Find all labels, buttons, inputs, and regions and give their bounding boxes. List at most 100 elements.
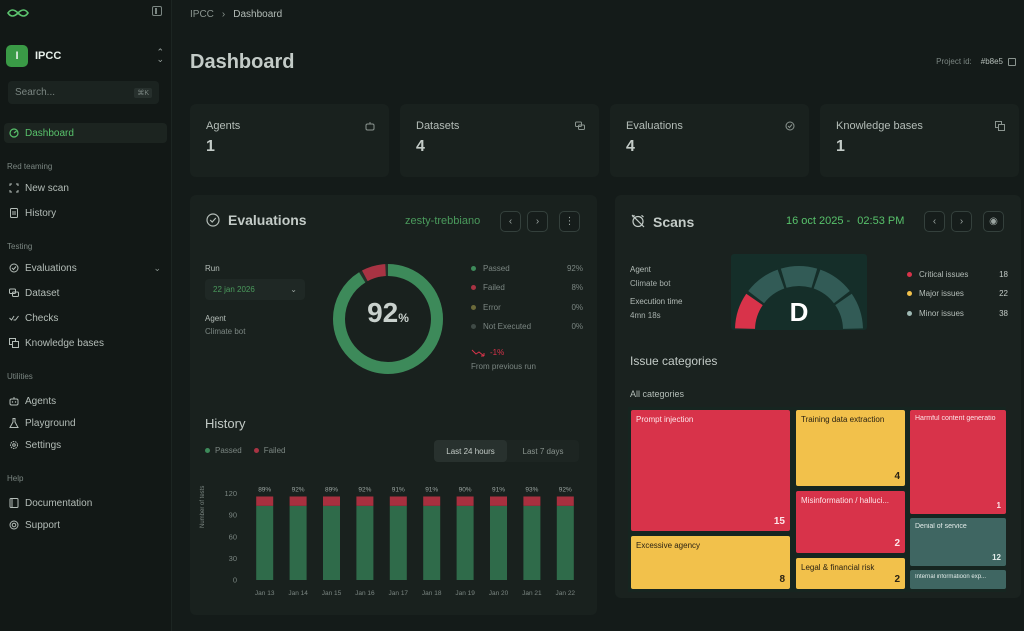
flask-icon (8, 418, 19, 429)
stat-card-evaluations[interactable]: Evaluations 4 (610, 104, 809, 177)
search-shortcut: ⌘K (134, 87, 152, 98)
sidebar-item-knowledge-bases[interactable]: Knowledge bases (4, 333, 167, 353)
bar-passed[interactable] (490, 505, 507, 580)
next-scan-button[interactable]: › (951, 211, 972, 232)
bar-passed[interactable] (523, 505, 541, 580)
stat-card-knowledge-bases[interactable]: Knowledge bases 1 (820, 104, 1019, 177)
sidebar-item-documentation[interactable]: Documentation (4, 493, 167, 513)
gauge-segment (835, 293, 863, 329)
bar-passed[interactable] (323, 505, 340, 580)
bar-failed[interactable] (490, 496, 507, 506)
tab-last-7-days[interactable]: Last 7 days (522, 446, 564, 456)
history-title: History (205, 416, 246, 431)
more-options-button[interactable]: ⋮ (559, 211, 580, 232)
stat-card-agents[interactable]: Agents 1 (190, 104, 389, 177)
treemap-cell-prompt-injection[interactable]: Prompt injection 15 (631, 410, 790, 531)
project-id: Project id: #b8e5 (936, 57, 1016, 66)
prev-scan-button[interactable]: ‹ (924, 211, 945, 232)
sidebar-item-checks[interactable]: Checks (4, 308, 167, 328)
bar-passed[interactable] (456, 505, 474, 580)
legend-label: Not Executed (483, 322, 532, 331)
treemap-cell-denial-of-service[interactable]: Denial of service 12 (910, 518, 1006, 566)
bar-failed[interactable] (323, 496, 340, 506)
bar-failed[interactable] (523, 496, 541, 506)
search-input[interactable] (15, 87, 125, 98)
chevron-down-icon: ⌄ (153, 262, 161, 273)
minor-issues: Minor issues 38 (907, 307, 1008, 319)
score-value: 92 (367, 297, 399, 328)
sidebar-collapse-icon[interactable] (152, 6, 162, 16)
passed-dot-icon (205, 448, 210, 453)
sidebar-item-agents[interactable]: Agents (4, 391, 167, 411)
treemap-cell-internal-information[interactable]: Internal informatioon exp... (910, 570, 1006, 589)
treemap-cell-misinformation[interactable]: Misinformation / halluci... 2 (796, 491, 905, 553)
scan-agent-label: Agent (630, 265, 651, 274)
minor-dot-icon (907, 310, 912, 316)
sidebar-item-settings[interactable]: Settings (4, 435, 167, 455)
treemap-label: Harmful content generatio (915, 415, 996, 422)
bar-passed[interactable] (356, 505, 374, 580)
major-issues: Major issues 22 (907, 288, 1008, 300)
issue-count: 22 (999, 289, 1008, 298)
section-testing: Testing (7, 242, 33, 251)
bar-passed[interactable] (256, 505, 274, 580)
sidebar-item-evaluations[interactable]: Evaluations ⌄ (4, 258, 167, 278)
chevron-right-icon: › (959, 216, 964, 227)
trend-down-icon (471, 349, 485, 356)
bar-passed[interactable] (289, 505, 307, 580)
bar-passed[interactable] (423, 505, 441, 580)
bar-failed[interactable] (456, 496, 474, 506)
issue-label: Minor issues (919, 308, 964, 318)
bar-passed[interactable] (389, 505, 407, 580)
legend-passed: Passed (215, 446, 242, 455)
run-name[interactable]: zesty-trebbiano (405, 215, 481, 227)
treemap-label: Training data extraction (801, 415, 885, 424)
breadcrumb-root[interactable]: IPCC (190, 9, 214, 20)
copy-icon (8, 338, 19, 349)
y-tick-label: 30 (229, 554, 237, 563)
scan-datetime[interactable]: 16 oct 2025 - 02:53 PM (786, 215, 904, 227)
sidebar-item-playground[interactable]: Playground (4, 413, 167, 433)
stat-value: 4 (626, 138, 635, 155)
treemap-label: Legal & financial risk (801, 563, 875, 572)
bar-passed[interactable] (556, 505, 574, 580)
search-box[interactable]: ⌘K (8, 81, 159, 104)
sidebar-item-label: Agents (25, 395, 57, 407)
tab-last-24-hours[interactable]: Last 24 hours (434, 440, 507, 462)
bar-failed[interactable] (356, 496, 374, 506)
all-categories-label[interactable]: All categories (630, 389, 685, 399)
sidebar-item-history[interactable]: History (4, 203, 167, 223)
sidebar-item-dataset[interactable]: Dataset (4, 283, 167, 303)
org-name: IPCC (35, 50, 62, 62)
org-switcher[interactable]: I IPCC ⌃ ⌄ (6, 44, 164, 68)
legend-value: 0% (571, 302, 583, 312)
treemap-cell-harmful-content[interactable]: Harmful content generatio 1 (910, 410, 1006, 514)
sidebar-item-dashboard[interactable]: Dashboard (4, 123, 167, 143)
bar-failed[interactable] (556, 496, 574, 506)
section-red-teaming: Red teaming (7, 162, 53, 171)
treemap-cell-legal-financial-risk[interactable]: Legal & financial risk 2 (796, 558, 905, 589)
stat-label: Datasets (416, 120, 460, 132)
bar-failed[interactable] (389, 496, 407, 506)
bar-failed[interactable] (289, 496, 307, 506)
run-date-select[interactable]: 22 jan 2026 ⌄ (205, 279, 305, 300)
view-scan-button[interactable]: ◉ (983, 211, 1004, 232)
treemap-cell-training-data-extraction[interactable]: Training data extraction 4 (796, 410, 905, 486)
stat-card-datasets[interactable]: Datasets 4 (400, 104, 599, 177)
sidebar-item-support[interactable]: Support (4, 515, 167, 535)
major-dot-icon (907, 291, 912, 296)
more-vertical-icon: ⋮ (564, 216, 575, 227)
x-tick-label: Jan 17 (389, 590, 409, 597)
bar-failed[interactable] (423, 496, 441, 506)
prev-run-button[interactable]: ‹ (500, 211, 521, 232)
treemap-cell-excessive-agency[interactable]: Excessive agency 8 (631, 536, 790, 589)
sidebar-item-new-scan[interactable]: New scan (4, 178, 167, 198)
issue-count: 18 (999, 269, 1008, 279)
bar-failed[interactable] (256, 496, 274, 506)
y-tick-label: 0 (233, 576, 237, 585)
copy-icon[interactable] (1008, 57, 1016, 66)
score-unit: % (398, 311, 409, 325)
issue-count: 38 (999, 308, 1008, 318)
next-run-button[interactable]: › (527, 211, 548, 232)
legend-not-executed: Not Executed 0% (471, 321, 583, 333)
